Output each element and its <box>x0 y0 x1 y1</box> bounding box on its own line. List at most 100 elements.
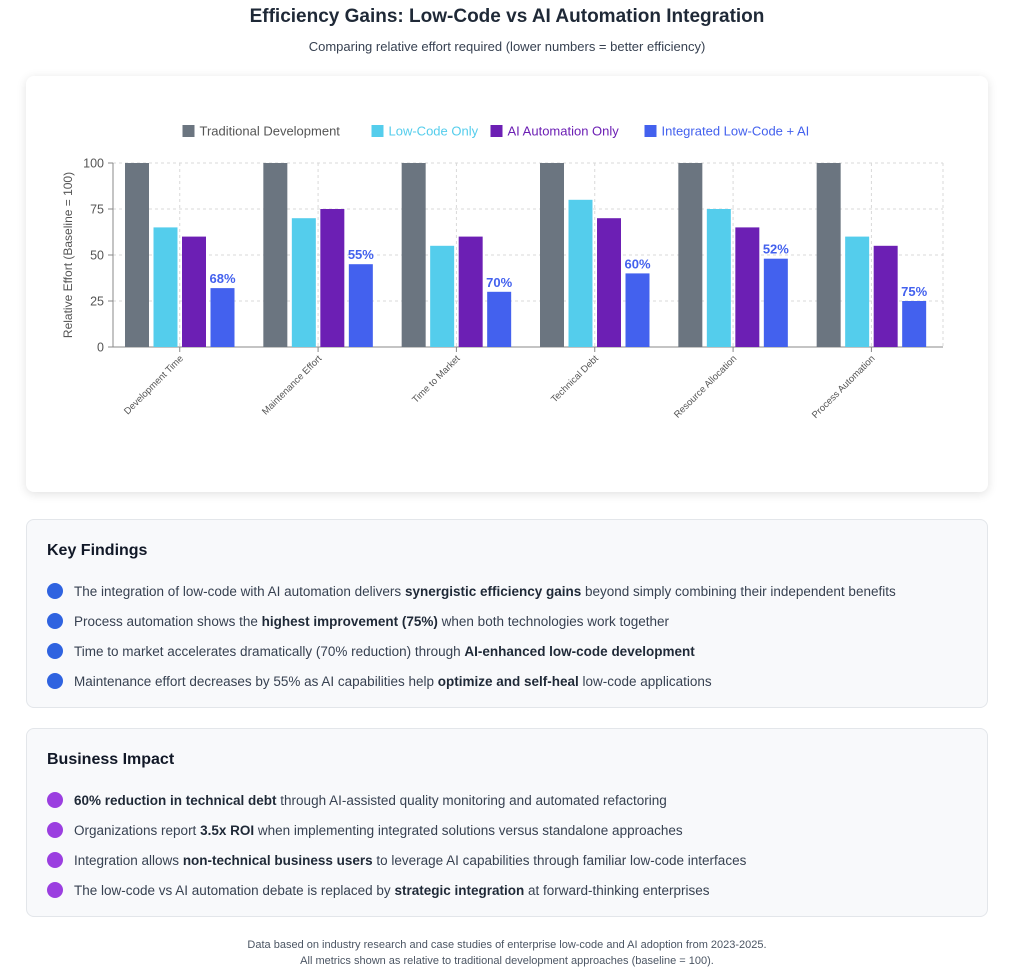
bar <box>845 236 870 347</box>
business-impact-list: 60% reduction in technical debt through … <box>47 785 746 905</box>
data-label: 75% <box>901 284 927 299</box>
legend-label: Integrated Low-Code + AI <box>662 124 810 139</box>
chart-card: 0 25 50 75 100 Relative Effort (Baseline = 10… <box>26 76 988 492</box>
key-findings-title: Key Findings <box>47 542 148 559</box>
bar-chart: 0 25 50 75 100 Relative Effort (Baseline = 10… <box>61 124 944 421</box>
item-text: low-code applications <box>578 673 712 689</box>
legend-swatch <box>490 125 503 137</box>
list-item: Maintenance effort decreases by 55% as A… <box>47 666 896 696</box>
y-tick-label: 50 <box>90 249 104 263</box>
bar <box>625 273 650 347</box>
item-text: when implementing integrated solutions v… <box>254 822 683 838</box>
item-text: The integration of low-code with AI auto… <box>74 583 405 599</box>
bar <box>291 218 316 347</box>
bar <box>320 209 345 347</box>
x-tick-label: Maintenance Effort <box>260 353 324 417</box>
data-label: 60% <box>624 256 650 271</box>
list-item: Process automation shows the highest imp… <box>47 606 896 636</box>
item-text: The low-code vs AI automation debate is … <box>74 882 395 898</box>
item-emphasis: optimize and self-heal <box>437 673 579 689</box>
legend-label: AI Automation Only <box>508 124 620 139</box>
bar <box>125 163 149 347</box>
x-tick-label: Resource Allocation <box>672 353 739 420</box>
data-label: 70% <box>486 275 512 290</box>
bullet-dot-icon <box>47 673 63 689</box>
bar <box>763 258 788 347</box>
legend-swatch <box>644 125 657 137</box>
x-tick-label: Technical Debt <box>549 353 601 405</box>
footer-note: Data based on industry research and case… <box>0 937 1014 969</box>
bar <box>153 227 178 347</box>
bullet-dot-icon <box>47 583 63 599</box>
y-tick-label: 25 <box>90 295 104 309</box>
item-emphasis: strategic integration <box>394 882 525 898</box>
bar <box>458 236 483 347</box>
page-subtitle: Comparing relative effort required (lowe… <box>308 39 706 54</box>
list-item: The integration of low-code with AI auto… <box>47 576 896 606</box>
item-text: to leverage AI capabilities through fami… <box>372 852 747 868</box>
item-text: Organizations report <box>74 822 201 838</box>
bullet-dot-icon <box>47 643 63 659</box>
business-impact-title: Business Impact <box>47 751 175 768</box>
bar <box>182 236 206 347</box>
item-emphasis: synergistic efficiency gains <box>404 583 582 599</box>
bar <box>487 291 512 347</box>
item-text: beyond simply combining their independen… <box>581 583 896 599</box>
bar <box>597 218 621 347</box>
bullet-dot-icon <box>47 613 63 629</box>
item-text: Integration allows <box>74 852 183 868</box>
legend-swatch <box>371 125 384 137</box>
item-text: Maintenance effort decreases by 55% as A… <box>74 673 438 689</box>
y-tick-label: 0 <box>97 341 104 355</box>
item-text: when both technologies work together <box>437 613 670 629</box>
item-text: Process automation shows the <box>74 613 262 629</box>
bar <box>873 245 898 347</box>
bar <box>816 163 841 347</box>
bar <box>706 209 731 347</box>
list-item: Time to market accelerates dramatically … <box>47 636 896 666</box>
bullet-dot-icon <box>47 852 63 868</box>
bar <box>348 264 373 347</box>
key-findings-list: The integration of low-code with AI auto… <box>47 576 896 696</box>
list-item: The low-code vs AI automation debate is … <box>47 875 746 905</box>
business-impact-panel: Business Impact 60% reduction in technic… <box>26 728 988 917</box>
bullet-dot-icon <box>47 792 63 808</box>
item-text: at forward-thinking enterprises <box>524 882 710 898</box>
data-label: 52% <box>763 242 789 257</box>
list-item: Organizations report 3.5x ROI when imple… <box>47 815 746 845</box>
item-emphasis: non-technical business users <box>182 852 373 868</box>
bar <box>678 163 703 347</box>
key-findings-panel: Key Findings The integration of low-code… <box>26 519 988 708</box>
bar <box>430 245 455 347</box>
data-label: 55% <box>348 247 374 262</box>
bar <box>263 163 288 347</box>
bullet-dot-icon <box>47 822 63 838</box>
bar <box>902 301 927 347</box>
bar <box>735 227 760 347</box>
bar <box>540 163 564 347</box>
item-emphasis: AI-enhanced low-code development <box>464 643 695 659</box>
bar <box>401 163 426 347</box>
legend-swatch <box>182 125 195 137</box>
x-tick-label: Time to Market <box>410 353 463 406</box>
list-item: 60% reduction in technical debt through … <box>47 785 746 815</box>
footer-line-1: Data based on industry research and case… <box>247 939 767 951</box>
x-tick-label: Development Time <box>122 353 186 417</box>
item-text: through AI-assisted quality monitoring a… <box>276 792 667 808</box>
item-emphasis: 3.5x ROI <box>200 822 255 838</box>
bar <box>568 199 593 347</box>
list-item: Integration allows non-technical busines… <box>47 845 746 875</box>
y-axis-label: Relative Effort (Baseline = 100) <box>61 172 75 338</box>
item-emphasis: 60% reduction in technical debt <box>74 792 277 808</box>
item-text: Time to market accelerates dramatically … <box>74 643 465 659</box>
x-tick-label: Process Automation <box>810 353 878 421</box>
legend-label: Low-Code Only <box>389 124 479 139</box>
y-tick-label: 75 <box>90 203 104 217</box>
y-tick-label: 100 <box>83 157 104 171</box>
bar <box>210 288 235 347</box>
bullet-dot-icon <box>47 882 63 898</box>
item-emphasis: highest improvement (75%) <box>261 613 438 629</box>
footer-line-2: All metrics shown as relative to traditi… <box>300 955 714 967</box>
page-title: Efficiency Gains: Low-Code vs AI Automat… <box>249 6 765 27</box>
data-label: 68% <box>209 271 235 286</box>
